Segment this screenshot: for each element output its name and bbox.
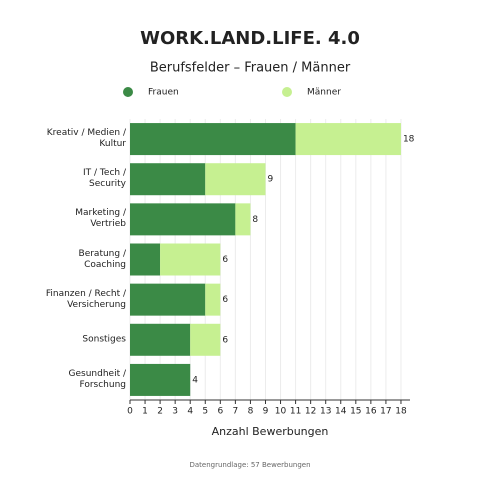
bar [130,283,206,316]
bar [130,363,191,396]
legend-marker [282,87,292,97]
x-tick-label: 12 [305,407,316,417]
x-tick-label: 11 [290,407,301,417]
bar [130,323,191,356]
bar [130,243,161,276]
x-tick-label: 5 [202,407,208,417]
x-tick-label: 17 [380,407,391,417]
bar [235,203,251,236]
y-tick-label: Marketing / Vertrieb [75,208,126,230]
x-axis-label: Anzahl Bewerbungen [212,425,329,438]
value-label: 18 [403,135,415,145]
y-tick-label: Finanzen / Recht / Versicherung [45,288,126,310]
x-tick-label: 18 [395,407,407,417]
x-tick-label: 7 [233,407,239,417]
bar [130,203,236,236]
value-label: 6 [222,295,228,305]
chart-title: WORK.LAND.LIFE. 4.0 [140,28,360,49]
legend-label: Männer [307,88,341,98]
y-tick-label: Gesundheit / Forschung [68,368,127,390]
y-tick-label: Sonstiges [82,334,126,345]
bar [130,123,296,156]
x-tick-label: 16 [365,407,377,417]
value-label: 4 [192,375,198,385]
bar [205,283,221,316]
x-tick-label: 1 [142,407,148,417]
bar [130,163,206,196]
x-tick-label: 3 [172,407,178,417]
x-tick-label: 9 [263,407,269,417]
x-tick-label: 6 [217,407,223,417]
x-tick-label: 4 [187,407,193,417]
x-tick-label: 14 [335,407,347,417]
value-label: 8 [252,215,258,225]
value-label: 6 [222,255,228,265]
legend-label: Frauen [148,88,179,98]
bar [160,243,221,276]
y-tick-label: Kreativ / Medien / Kultur [46,128,126,150]
x-tick-label: 13 [320,407,331,417]
value-label: 6 [222,335,228,345]
legend-marker [123,87,133,97]
x-tick-label: 8 [248,407,254,417]
y-tick-label: Beratung / Coaching [78,248,126,270]
y-tick-label: IT / Tech / Security [83,168,126,190]
bar [190,323,221,356]
x-tick-label: 0 [127,407,133,417]
bar [295,123,401,156]
x-tick-label: 10 [275,407,287,417]
value-label: 9 [267,175,273,185]
chart-subtitle: Berufsfelder – Frauen / Männer [150,61,351,76]
bar [205,163,266,196]
x-tick-label: 15 [350,407,361,417]
x-tick-label: 2 [157,407,163,417]
footnote: Datengrundlage: 57 Bewerbungen [189,461,310,469]
